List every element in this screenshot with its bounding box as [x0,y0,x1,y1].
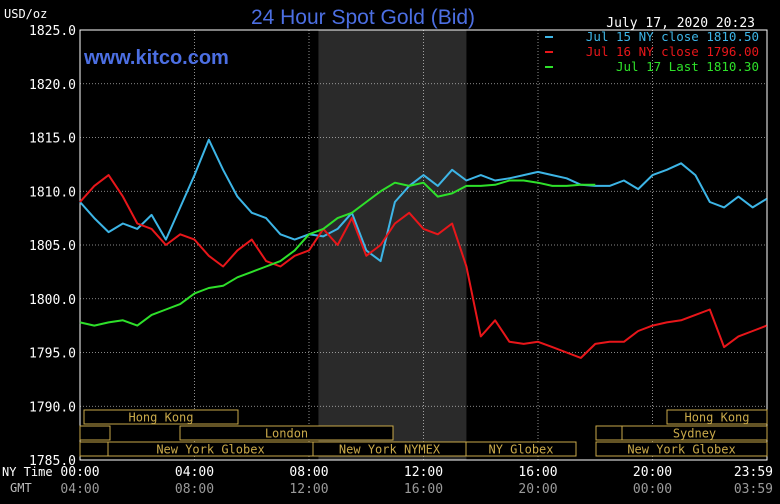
series-line-2 [79,174,768,359]
gmt-row-label: GMT [10,481,32,495]
y-tick-label: 1795.0 [29,347,76,362]
y-tick-label: 1785.0 [29,454,76,469]
x-tick-label-ny: 20:00 [633,465,672,480]
market-box [595,441,768,457]
series-line-1 [79,138,768,263]
x-tick-label-gmt: 16:00 [404,482,443,497]
series-line-3 [79,179,596,327]
x-tick-label-ny: 04:00 [175,465,214,480]
market-box [179,425,394,441]
market-box-label: NY Globex [488,443,553,457]
y-tick-label: 1805.0 [29,239,76,254]
x-tick-label-gmt: 08:00 [175,482,214,497]
market-box [83,409,239,425]
market-box [666,409,768,425]
chart-title: 24 Hour Spot Gold (Bid) [251,6,475,29]
market-box-label: Hong Kong [128,411,193,425]
grid-lines [79,29,768,461]
legend-entry: Jul 17 Last 1810.30 [616,59,759,74]
market-box [465,441,577,457]
market-box-frame [79,425,111,441]
market-box-label: New York Globex [627,443,735,457]
y-tick-label: 1815.0 [29,132,76,147]
market-box-label: London [265,427,308,441]
y-tick-label: 1790.0 [29,400,76,415]
x-tick-labels: 00:00 04:00 08:00 12:00 16:00 20:00 23:59 04:00… [60,465,773,497]
legend-entry: Jul 16 NY close 1796.00 [586,44,759,59]
x-tick-label-ny: 16:00 [518,465,557,480]
y-tick-labels: 1825.0 1820.0 1815.0 1810.0 1805.0 1800.0 1795… [29,24,76,469]
price-series [79,138,768,359]
x-tick-label-ny: 12:00 [404,465,443,480]
market-box [621,425,768,441]
x-tick-label-ny: 08:00 [289,465,328,480]
x-tick-label-gmt: 04:00 [60,482,99,497]
legend-entry: Jul 15 NY close 1810.50 [586,29,759,44]
watermark-url: www.kitco.com [83,47,229,69]
y-tick-label: 1800.0 [29,293,76,308]
x-tick-label-gmt: 03:59 [734,482,773,497]
x-tick-label-ny: 23:59 [734,465,773,480]
x-tick-label-ny: 00:00 [60,465,99,480]
market-box-label: Hong Kong [684,411,749,425]
plot-frame [79,29,768,461]
timestamp: July 17, 2020 20:23 [606,16,755,31]
y-tick-label: 1825.0 [29,24,76,39]
x-tick-label-gmt: 20:00 [518,482,557,497]
market-box-label: New York Globex [156,443,264,457]
market-box-label: New York NYMEX [339,443,441,457]
x-tick-label-gmt: 00:00 [633,482,672,497]
ny-time-row-label: NY Time [2,465,53,479]
y-tick-label: 1820.0 [29,78,76,93]
market-box-label: Sydney [673,427,716,441]
market-session-boxes: Hong Kong Hong Kong London Sydney New York G… [79,409,768,457]
x-tick-label-gmt: 12:00 [289,482,328,497]
y-axis-unit-label: USD/oz [4,7,47,21]
y-tick-label: 1810.0 [29,185,76,200]
